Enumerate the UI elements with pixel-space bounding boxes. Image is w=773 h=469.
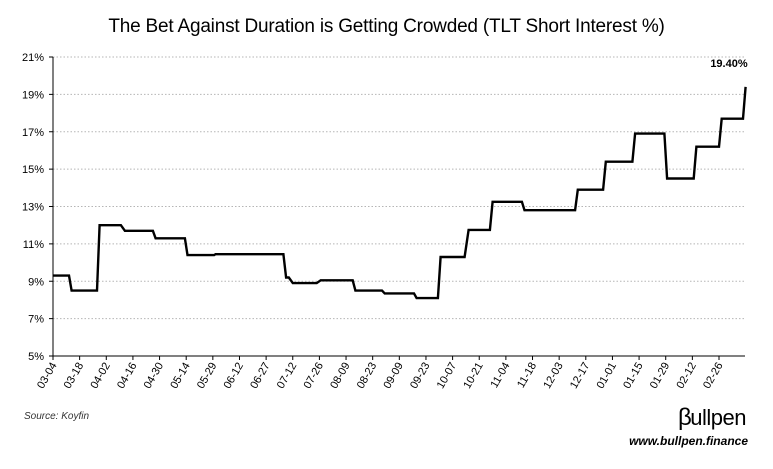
y-tick-label: 11% (23, 239, 44, 251)
x-tick-label: 11-04 (488, 361, 512, 391)
x-tick-label: 11-18 (515, 361, 539, 391)
brand-url: www.bullpen.finance (629, 434, 748, 448)
axes (49, 56, 745, 360)
x-tick-label: 01-29 (648, 361, 672, 391)
x-tick-label: 04-02 (88, 361, 112, 391)
brand-name: ullpen (690, 405, 746, 430)
x-tick-label: 09-23 (408, 361, 432, 391)
x-tick-label: 05-14 (168, 361, 192, 391)
x-tick-label: 10-07 (435, 361, 459, 391)
data-label: 19.40% (710, 58, 748, 70)
x-tick-label: 06-27 (248, 361, 272, 391)
x-tick-label: 05-29 (195, 361, 219, 391)
x-tick-label: 04-30 (142, 361, 166, 391)
x-tick-label: 02-12 (674, 361, 698, 391)
source-note: Source: Koyfin (24, 411, 90, 422)
y-tick-label: 9% (28, 276, 44, 288)
series-group (53, 86, 747, 300)
x-tick-label: 03-18 (62, 361, 86, 391)
gridlines (53, 56, 745, 320)
data-labels: 19.40% (710, 58, 748, 70)
x-tick-label: 09-09 (381, 361, 405, 391)
x-tick-label: 10-21 (461, 361, 485, 391)
x-tick-label: 06-12 (222, 361, 246, 391)
brand-beta: β (677, 404, 692, 431)
y-tick-label: 21% (22, 52, 44, 64)
series-line (53, 86, 747, 300)
y-tick-label: 19% (22, 89, 44, 101)
x-tick-label: 01-15 (621, 361, 645, 391)
y-tick-labels: 5% 7% 9% 11% 13% 15% 17% 19% 21% (22, 52, 44, 363)
x-tick-label: 04-16 (115, 361, 139, 391)
y-tick-label: 7% (28, 314, 44, 326)
x-tick-label: 12-03 (541, 361, 565, 391)
x-tick-label: 08-09 (328, 361, 352, 391)
x-tick-label: 02-26 (701, 361, 725, 391)
y-tick-label: 13% (22, 202, 44, 214)
y-tick-label: 17% (22, 127, 44, 139)
chart-title: The Bet Against Duration is Getting Crow… (108, 16, 665, 37)
x-tick-label: 07-12 (275, 361, 299, 391)
x-tick-label: 08-23 (355, 361, 379, 391)
y-tick-label: 15% (22, 164, 44, 176)
x-tick-label: 07-26 (302, 361, 326, 391)
x-tick-label: 12-17 (568, 361, 592, 391)
x-tick-labels: 03-04 03-18 04-02 04-16 04-30 05-14 05-29 06-12… (35, 361, 725, 391)
x-tick-label: 03-04 (35, 361, 59, 391)
x-tick-label: 01-01 (595, 361, 619, 391)
y-tick-label: 5% (28, 351, 44, 363)
brand-logo: βullpen (677, 404, 747, 432)
